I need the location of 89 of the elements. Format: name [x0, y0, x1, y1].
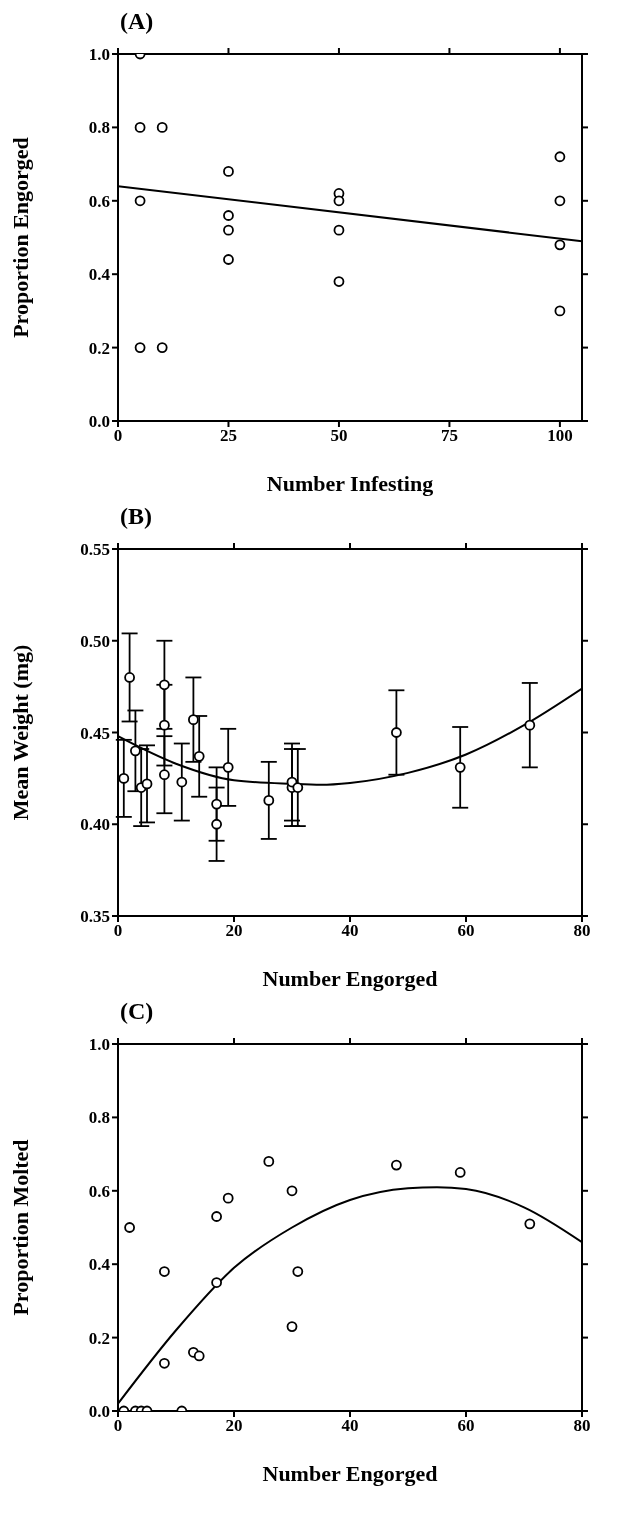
- x-tick-label: 60: [457, 1416, 475, 1436]
- y-tick-label: 0.6: [88, 191, 110, 211]
- y-tick-label: 0.55: [80, 540, 110, 560]
- point: [193, 750, 205, 762]
- y-tick-label: 0.2: [88, 1328, 110, 1348]
- point: [156, 342, 168, 353]
- x-tick-label: 0: [113, 426, 123, 446]
- point: [263, 795, 275, 806]
- x-axis-title: Number Engorged: [262, 1461, 438, 1486]
- point: [211, 798, 222, 810]
- point: [159, 679, 170, 691]
- point: [333, 224, 345, 236]
- y-tick-label: 0.45: [80, 723, 110, 743]
- y-tick-label: 0.35: [80, 907, 110, 927]
- y-tick-label: 0.40: [80, 815, 110, 835]
- point: [222, 1192, 234, 1204]
- point: [454, 761, 466, 773]
- point: [124, 672, 135, 683]
- point: [211, 1277, 222, 1288]
- point: [223, 224, 234, 236]
- point: [124, 1222, 135, 1233]
- x-axis-title: Number Infesting: [266, 471, 434, 496]
- point: [156, 122, 168, 133]
- y-axis-title: Proportion Molted: [7, 1139, 33, 1316]
- x-tick-label: 100: [547, 426, 573, 446]
- point: [223, 210, 234, 221]
- point: [159, 719, 170, 731]
- point: [524, 1218, 536, 1230]
- chart-title: (C): [119, 998, 155, 1026]
- x-tick-label: 40: [341, 921, 359, 941]
- point: [193, 1350, 205, 1362]
- y-tick-label: 0.4: [88, 265, 111, 285]
- y-tick-label: 0.50: [80, 631, 110, 651]
- x-tick-label: 75: [440, 426, 458, 446]
- x-axis-title: Number Engorged: [262, 966, 438, 991]
- point: [222, 761, 234, 773]
- y-tick-label: 0.0: [88, 1402, 110, 1422]
- point: [286, 1185, 298, 1197]
- x-tick-label: 20: [225, 1416, 243, 1436]
- point: [391, 727, 402, 738]
- point: [391, 1159, 402, 1171]
- point: [188, 714, 199, 726]
- point: [554, 151, 566, 163]
- y-tick-label: 0.6: [88, 1181, 110, 1201]
- point: [118, 772, 130, 784]
- point: [134, 195, 146, 207]
- x-tick-label: 0: [113, 1416, 123, 1436]
- point: [554, 195, 566, 207]
- y-tick-label: 0.8: [88, 118, 110, 138]
- point: [554, 239, 566, 251]
- point: [524, 719, 536, 731]
- x-tick-label: 80: [573, 1416, 591, 1436]
- point: [223, 166, 234, 177]
- point: [223, 254, 234, 265]
- chart-title: (B): [119, 503, 153, 531]
- point: [286, 1321, 298, 1332]
- point: [141, 778, 153, 790]
- point: [176, 776, 188, 788]
- y-tick-label: 0.2: [88, 338, 110, 358]
- point: [454, 1167, 466, 1178]
- point: [292, 782, 304, 793]
- point: [159, 1266, 170, 1277]
- point: [134, 342, 146, 353]
- point: [333, 195, 345, 207]
- point: [130, 745, 141, 757]
- point: [159, 769, 170, 781]
- y-tick-label: 1.0: [88, 1035, 110, 1055]
- y-tick-label: 0.4: [88, 1255, 111, 1275]
- y-axis-title: Proportion Engorged: [7, 137, 33, 338]
- x-tick-label: 50: [330, 426, 348, 446]
- x-tick-label: 0: [113, 921, 123, 941]
- y-tick-label: 1.0: [88, 45, 110, 65]
- point: [554, 305, 566, 317]
- y-tick-label: 0.8: [88, 1108, 110, 1128]
- point: [263, 1156, 275, 1167]
- point: [134, 122, 146, 133]
- point: [159, 1357, 170, 1369]
- point: [292, 1266, 304, 1277]
- y-axis-title: Mean Weight (mg): [7, 644, 33, 821]
- x-tick-label: 20: [225, 921, 243, 941]
- chart-title: (A): [119, 8, 155, 36]
- x-tick-label: 60: [457, 921, 475, 941]
- x-tick-label: 40: [341, 1416, 359, 1436]
- point: [211, 818, 222, 830]
- point: [211, 1211, 222, 1222]
- x-tick-label: 80: [573, 921, 591, 941]
- point: [333, 276, 345, 287]
- x-tick-label: 25: [219, 426, 237, 446]
- y-tick-label: 0.0: [88, 412, 110, 432]
